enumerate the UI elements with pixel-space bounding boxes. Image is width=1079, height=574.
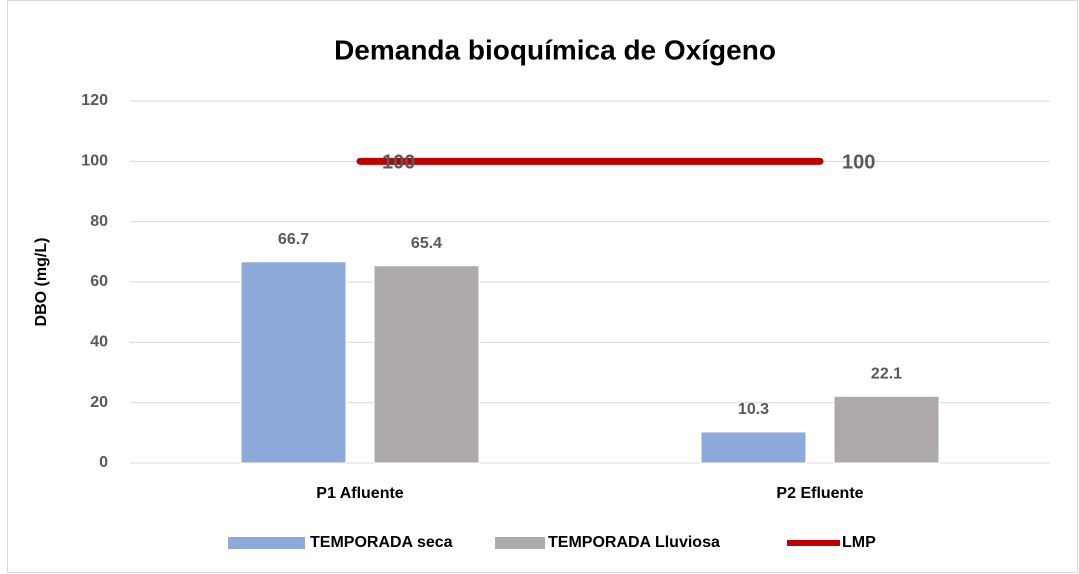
y-axis-label: DBO (mg/L): [33, 238, 50, 327]
y-tick-label: 60: [90, 273, 108, 290]
legend-swatch: [228, 537, 305, 549]
y-tick-label: 80: [90, 213, 108, 230]
x-tick-label: P2 Efluente: [776, 485, 863, 502]
legend-swatch: [495, 537, 545, 549]
y-tick-label: 20: [90, 394, 108, 411]
chart-title: Demanda bioquímica de Oxígeno: [334, 34, 776, 65]
y-tick-label: 0: [99, 454, 108, 471]
y-tick-label: 100: [81, 153, 108, 170]
bar: [700, 431, 807, 464]
data-label: 10.3: [738, 401, 769, 418]
chart-border: [7, 0, 1078, 573]
x-tick-label: P1 Afluente: [316, 485, 404, 502]
data-label: 66.7: [278, 231, 309, 248]
bar: [373, 265, 480, 464]
y-tick-label: 40: [90, 334, 108, 351]
bar: [833, 395, 940, 464]
bar: [240, 261, 347, 464]
data-label: 100: [382, 152, 415, 174]
y-tick-label: 120: [81, 92, 108, 109]
data-label: 22.1: [871, 366, 902, 383]
legend-label: TEMPORADA Lluviosa: [548, 534, 720, 551]
data-label: 100: [842, 152, 875, 174]
data-label: 65.4: [411, 235, 442, 252]
legend-label: TEMPORADA seca: [310, 534, 453, 551]
legend-label: LMP: [842, 534, 876, 551]
